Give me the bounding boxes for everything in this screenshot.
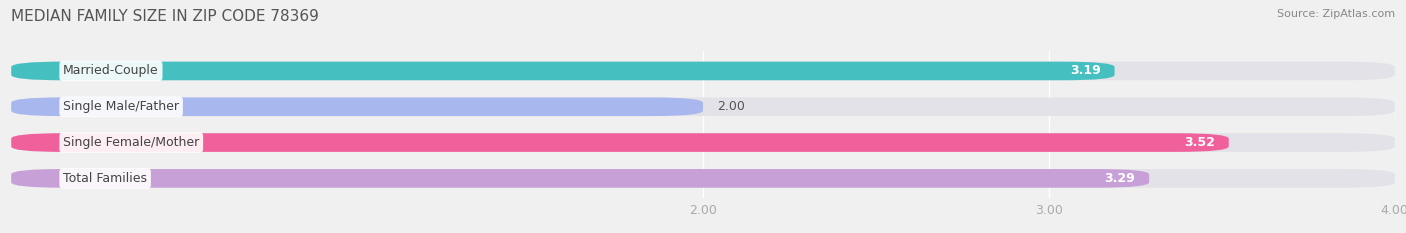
Text: Source: ZipAtlas.com: Source: ZipAtlas.com xyxy=(1277,9,1395,19)
FancyBboxPatch shape xyxy=(11,133,1229,152)
FancyBboxPatch shape xyxy=(11,133,1395,152)
Text: 3.52: 3.52 xyxy=(1184,136,1215,149)
Text: MEDIAN FAMILY SIZE IN ZIP CODE 78369: MEDIAN FAMILY SIZE IN ZIP CODE 78369 xyxy=(11,9,319,24)
FancyBboxPatch shape xyxy=(11,97,703,116)
Text: Married-Couple: Married-Couple xyxy=(63,65,159,77)
FancyBboxPatch shape xyxy=(11,169,1395,188)
Text: 3.29: 3.29 xyxy=(1105,172,1136,185)
Text: Single Female/Mother: Single Female/Mother xyxy=(63,136,200,149)
Text: 2.00: 2.00 xyxy=(717,100,745,113)
Text: Total Families: Total Families xyxy=(63,172,148,185)
Text: 3.19: 3.19 xyxy=(1070,65,1101,77)
FancyBboxPatch shape xyxy=(11,62,1115,80)
Text: Single Male/Father: Single Male/Father xyxy=(63,100,179,113)
FancyBboxPatch shape xyxy=(11,97,1395,116)
FancyBboxPatch shape xyxy=(11,62,1395,80)
FancyBboxPatch shape xyxy=(11,169,1149,188)
